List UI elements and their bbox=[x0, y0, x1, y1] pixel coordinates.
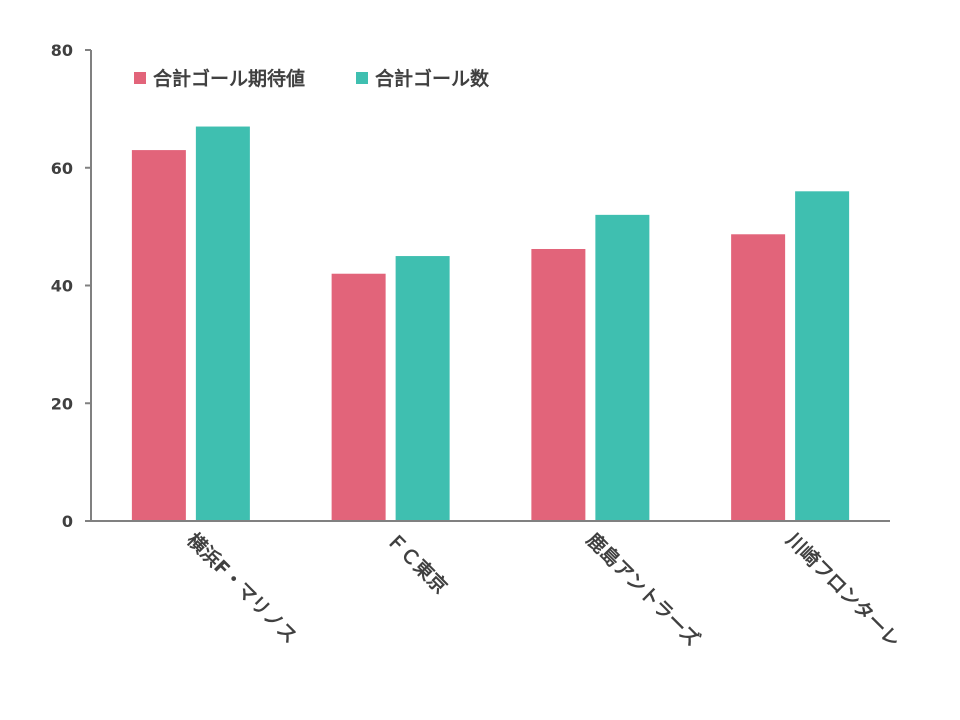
x-tick-label: 鹿島アントラーズ bbox=[582, 528, 705, 651]
bar-goals-1 bbox=[395, 256, 450, 521]
y-tick-label: 20 bbox=[51, 394, 73, 413]
bar-expected-goals-2 bbox=[531, 248, 586, 521]
x-tick-label: 横浜F・マリノス bbox=[182, 528, 301, 647]
y-tick-label: 60 bbox=[51, 159, 73, 178]
x-tick-label: 川崎フロンターレ bbox=[781, 528, 905, 652]
bar-expected-goals-3 bbox=[731, 234, 786, 521]
legend-swatch-1 bbox=[356, 72, 368, 84]
bar-expected-goals-0 bbox=[131, 150, 186, 521]
y-axis: 0 20 40 60 80 bbox=[51, 41, 92, 531]
bar-goals-2 bbox=[595, 214, 650, 521]
legend: 合計ゴール期待値 合計ゴール数 bbox=[134, 67, 490, 90]
legend-label-1: 合計ゴール数 bbox=[375, 67, 490, 90]
legend-swatch-0 bbox=[134, 72, 146, 84]
y-tick-label: 40 bbox=[51, 277, 73, 296]
x-tick-label: ＦＣ東京 bbox=[382, 528, 452, 598]
bars bbox=[131, 126, 850, 522]
legend-label-0: 合計ゴール期待値 bbox=[153, 67, 305, 90]
y-tick-label: 0 bbox=[62, 512, 73, 531]
y-tick-label: 80 bbox=[51, 41, 73, 60]
x-axis: 横浜F・マリノス ＦＣ東京 鹿島アントラーズ 川崎フロンターレ bbox=[91, 520, 905, 652]
bar-goals-3 bbox=[795, 191, 850, 522]
bar-expected-goals-1 bbox=[331, 273, 386, 521]
bar-goals-0 bbox=[195, 126, 250, 521]
